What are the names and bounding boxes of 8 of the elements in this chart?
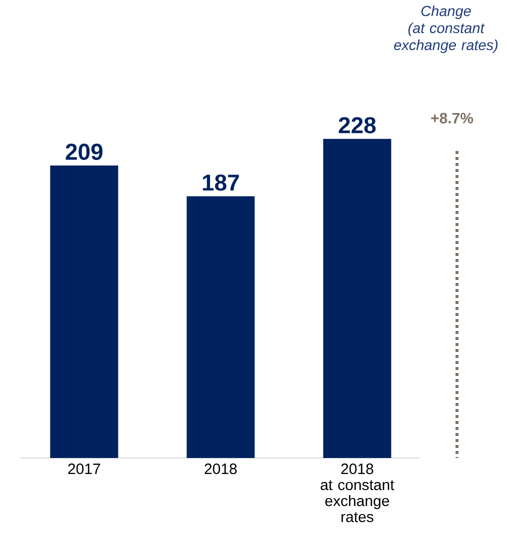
data-label: 228 <box>338 117 376 134</box>
data-label: 209 <box>66 144 102 160</box>
x-tick-label: 2017 <box>68 464 100 474</box>
text: Change (at constant exchange rates) <box>394 6 498 54</box>
x-tick-label: 2018 <box>204 464 237 474</box>
text: +8.7% <box>431 112 474 124</box>
data-label: 187 <box>202 174 239 191</box>
x-tick-label: 2018 at constant exchange rates <box>320 464 394 522</box>
